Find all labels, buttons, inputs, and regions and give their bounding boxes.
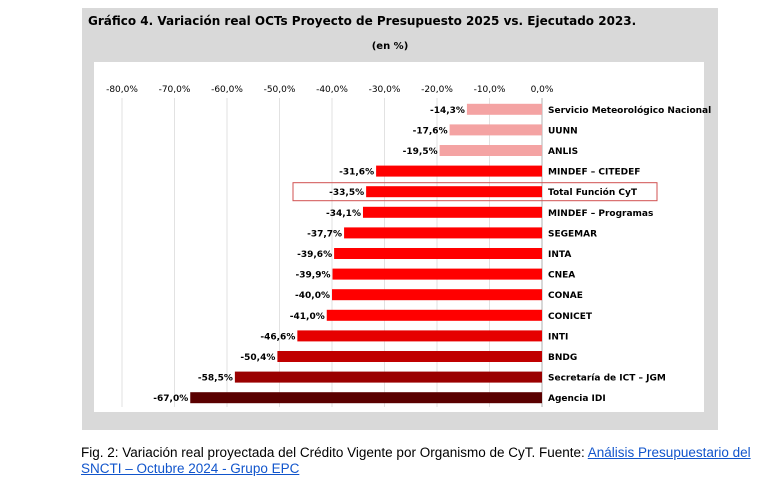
category-label: Total Función CyT: [548, 187, 638, 198]
category-label: INTA: [548, 250, 571, 260]
data-label: -33,5%: [329, 188, 364, 198]
highlight-box: [292, 182, 658, 202]
data-label: -19,5%: [403, 147, 438, 157]
x-tick-label: -80,0%: [106, 85, 138, 95]
category-label: CONAE: [548, 291, 583, 301]
x-tick-label: 0,0%: [531, 85, 554, 95]
bar: [332, 289, 542, 301]
bar: [234, 371, 542, 383]
data-label: -67,0%: [153, 394, 188, 404]
bar: [376, 165, 542, 177]
caption-text: Fig. 2: Variación real proyectada del Cr…: [81, 445, 588, 460]
data-label: -46,6%: [260, 332, 295, 342]
bar: [466, 103, 542, 115]
bar: [344, 227, 542, 239]
category-label: SEGEMAR: [548, 229, 597, 239]
category-label: CNEA: [548, 271, 575, 281]
category-label: Secretaría de ICT – JGM: [548, 374, 666, 384]
bar: [326, 309, 542, 321]
chart-title: Gráfico 4. Variación real OCTs Proyecto …: [88, 14, 637, 28]
category-label: ANLIS: [548, 147, 578, 157]
category-label: Agencia IDI: [548, 394, 606, 404]
x-tick-label: -20,0%: [421, 85, 453, 95]
data-label: -17,6%: [413, 126, 448, 136]
data-label: -31,6%: [339, 168, 374, 178]
data-label: -41,0%: [290, 312, 325, 322]
bar: [449, 124, 542, 136]
data-label: -39,6%: [297, 250, 332, 260]
bar-chart: -80,0% -70,0% -60,0% -50,0% -40,0% -30,0% -20,…: [106, 85, 711, 407]
data-label: -40,0%: [295, 291, 330, 301]
bar: [190, 392, 542, 404]
data-label: -39,9%: [296, 271, 331, 281]
category-label: BNDG: [548, 353, 577, 363]
data-label: -34,1%: [326, 209, 361, 219]
x-tick-label: -50,0%: [264, 85, 296, 95]
x-tick-label: -70,0%: [159, 85, 191, 95]
x-tick-label: -30,0%: [369, 85, 401, 95]
bar: [332, 268, 542, 280]
x-tick-label: -10,0%: [474, 85, 506, 95]
chart-subtitle: (en %): [371, 41, 409, 52]
bar: [362, 206, 542, 218]
x-tick-label: -60,0%: [211, 85, 243, 95]
figure-caption: Fig. 2: Variación real proyectada del Cr…: [81, 445, 751, 477]
x-tick-label: -40,0%: [316, 85, 348, 95]
data-label: -37,7%: [307, 229, 342, 239]
bar: [334, 248, 542, 259]
category-label: MINDEF – Programas: [548, 209, 653, 219]
data-label: -58,5%: [198, 374, 233, 384]
bar: [439, 145, 542, 156]
category-label: UUNN: [548, 126, 578, 136]
bar: [366, 186, 542, 198]
data-label: -50,4%: [240, 353, 275, 363]
data-label: -14,3%: [430, 106, 465, 116]
category-label: MINDEF – CITEDEF: [548, 168, 640, 178]
category-label: INTI: [548, 332, 568, 342]
category-label: CONICET: [548, 312, 593, 322]
category-label: Servicio Meteorológico Nacional: [548, 105, 711, 116]
source-link[interactable]: Análisis Presupuestario del SNCTI – Octu…: [81, 445, 751, 476]
bar: [297, 330, 542, 342]
bar: [277, 351, 542, 362]
